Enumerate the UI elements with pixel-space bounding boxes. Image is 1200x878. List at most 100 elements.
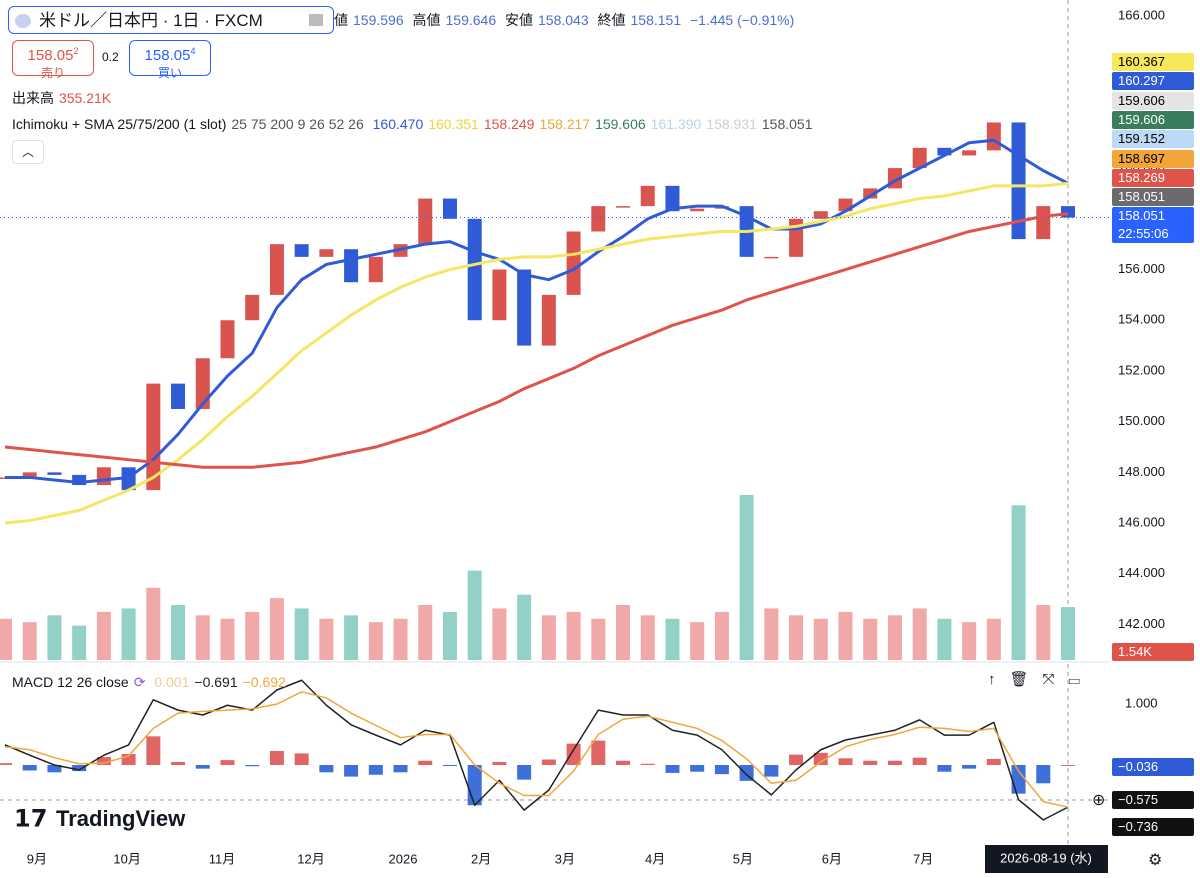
buy-button[interactable]: 158.054 買い (129, 40, 211, 80)
sell-sup: 2 (73, 46, 79, 56)
open: 159.596 (353, 12, 404, 28)
price-tag: 159.152 (1112, 130, 1194, 149)
brand: TradingView (56, 806, 186, 831)
add-button[interactable]: ⊕ (1092, 792, 1106, 809)
line (4, 679, 1069, 821)
macd-hist (418, 760, 433, 765)
high: 159.646 (445, 12, 497, 28)
candle (467, 218, 482, 321)
volume-bar (146, 587, 161, 660)
y-tick-label: 154.000 (1118, 312, 1165, 327)
candle (72, 474, 87, 486)
volume-bar (72, 625, 87, 660)
x-tick-label: 10月 (113, 851, 140, 866)
macd-hist (467, 765, 482, 806)
volume-bar (195, 615, 210, 660)
candle (764, 256, 779, 259)
flag (15, 14, 31, 28)
candle (96, 467, 111, 486)
volume-bar (47, 615, 62, 660)
candle (1061, 206, 1075, 218)
buy-sup: 4 (190, 46, 196, 56)
settings-button[interactable]: ⚙ (1148, 852, 1163, 869)
candle (319, 249, 334, 257)
macd-tick-label: 1.000 (1125, 695, 1158, 710)
volume-bar (442, 611, 457, 660)
macd-hist (96, 757, 111, 765)
candle (1036, 206, 1051, 240)
x-tick-label: 5月 (733, 851, 753, 866)
macd-hist (838, 758, 853, 765)
x-tick-label: 7月 (913, 851, 933, 866)
macd-hist (442, 765, 457, 766)
macd-value: 0.001 (154, 674, 190, 690)
indicator-value: 161.390 (650, 116, 702, 132)
macd-hist (640, 763, 655, 765)
close: 158.151 (630, 12, 682, 28)
indicator-value: 158.217 (539, 116, 591, 132)
candle (245, 294, 260, 321)
indicator-params: 25 75 200 9 26 52 26 (231, 116, 364, 132)
macd-hist (813, 752, 828, 765)
macd-hist (72, 765, 87, 772)
macd-value: −0.691 (194, 674, 238, 690)
macd-hist (171, 761, 186, 765)
volume-bar (418, 605, 433, 660)
pane-tools[interactable]: ↑🗑⤧▭ (988, 671, 1094, 688)
volume-bar (714, 611, 729, 660)
current-price-tag: 158.051 22:55:06 (1112, 207, 1194, 243)
sell-price: 158.05 (27, 47, 74, 64)
price-tag: 158.269 (1112, 168, 1194, 187)
x-tick-label: 3月 (555, 851, 575, 866)
buy-label: 買い (157, 66, 182, 80)
marks (0, 122, 1110, 821)
indicator-name: Ichimoku + SMA 25/75/200 (1 slot) (12, 116, 227, 132)
symbol-box[interactable]: 米ドル／日本円 · 1日 · FXCM (8, 6, 334, 34)
macd-hist (146, 736, 161, 765)
candle (937, 147, 952, 156)
line (4, 181, 1069, 525)
change: −1.445 (−0.91%) (690, 12, 795, 28)
candle (418, 198, 433, 245)
x-tick-label: 2月 (471, 851, 491, 866)
candle (665, 185, 680, 212)
macd-tag: −0.036 (1112, 758, 1194, 776)
collapse-button[interactable]: ︿ (12, 140, 44, 164)
volume-bar (616, 605, 631, 660)
volume-bar (0, 618, 12, 660)
volume-legend: 出来高 355.21K (12, 88, 116, 108)
volume-bar (368, 622, 383, 660)
current-time: 22:55:06 (1118, 226, 1169, 241)
indicator-value: 158.249 (483, 116, 535, 132)
y-tick-label: 144.000 (1118, 565, 1165, 580)
price-tag: 160.297 (1112, 72, 1194, 91)
macd-hist (541, 759, 556, 765)
sell-button[interactable]: 158.052 売り (12, 40, 94, 80)
macd-hist (47, 765, 62, 773)
macd-hist (319, 765, 334, 773)
spread: 0.2 (102, 50, 119, 64)
price-tag: 159.606 (1112, 110, 1194, 129)
macd-hist (764, 765, 779, 777)
high-label: 高値 (412, 12, 441, 28)
macd-hist (789, 754, 804, 765)
volume-bar (22, 622, 37, 660)
macd-hist (517, 765, 532, 780)
volume-bar (962, 622, 977, 660)
volume-bar (541, 615, 556, 660)
macd-hist (0, 763, 12, 765)
macd-hist (863, 760, 878, 765)
x-tick-label: 4月 (645, 851, 665, 866)
line (4, 212, 1069, 469)
volume-bar (319, 618, 334, 660)
x-tick-label: 11月 (209, 851, 236, 866)
line (4, 691, 1069, 808)
line (5, 138, 1069, 485)
macd-hist (986, 758, 1001, 765)
volume-bar (467, 570, 482, 660)
volume-bar (591, 618, 606, 660)
indicator-value: 158.931 (706, 116, 757, 132)
buy-price: 158.05 (144, 47, 191, 64)
price-tag: 160.367 (1112, 53, 1194, 71)
